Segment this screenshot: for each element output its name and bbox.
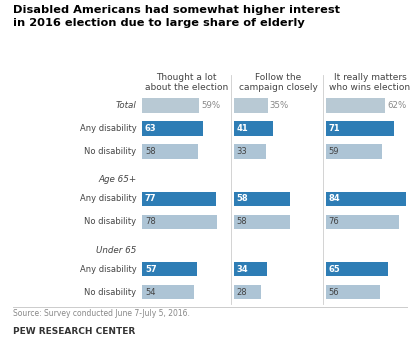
Text: It really matters
who wins election: It really matters who wins election	[329, 72, 410, 92]
Text: 78: 78	[145, 217, 156, 226]
Text: 76: 76	[328, 217, 339, 226]
Text: Disabled Americans had somewhat higher interest
in 2016 election due to large sh: Disabled Americans had somewhat higher i…	[13, 5, 340, 28]
Text: Thought a lot
about the election: Thought a lot about the election	[145, 72, 228, 92]
Text: 34: 34	[236, 264, 248, 273]
Text: 71: 71	[328, 124, 340, 133]
Text: No disability: No disability	[84, 288, 136, 296]
Text: 41: 41	[236, 124, 248, 133]
Text: 58: 58	[145, 147, 155, 156]
Text: 35%: 35%	[270, 101, 289, 110]
Text: 59: 59	[328, 147, 339, 156]
Text: 54: 54	[145, 288, 155, 296]
Text: Age 65+: Age 65+	[98, 175, 136, 184]
Text: 59%: 59%	[201, 101, 220, 110]
Text: 84: 84	[328, 194, 340, 203]
Text: No disability: No disability	[84, 147, 136, 156]
Text: PEW RESEARCH CENTER: PEW RESEARCH CENTER	[13, 327, 135, 335]
Text: 58: 58	[236, 194, 248, 203]
Text: Under 65: Under 65	[96, 246, 136, 255]
Text: 33: 33	[236, 147, 247, 156]
Text: 56: 56	[328, 288, 339, 296]
Text: Any disability: Any disability	[80, 124, 136, 133]
Text: Source: Survey conducted June 7-July 5, 2016.: Source: Survey conducted June 7-July 5, …	[13, 309, 189, 318]
Text: Total: Total	[116, 101, 136, 110]
Text: 58: 58	[236, 217, 247, 226]
Text: 57: 57	[145, 264, 157, 273]
Text: No disability: No disability	[84, 217, 136, 226]
Text: 28: 28	[236, 288, 247, 296]
Text: Any disability: Any disability	[80, 264, 136, 273]
Text: Any disability: Any disability	[80, 194, 136, 203]
Text: 63: 63	[145, 124, 157, 133]
Text: Follow the
campaign closely: Follow the campaign closely	[239, 72, 318, 92]
Text: 62%: 62%	[387, 101, 407, 110]
Text: 77: 77	[145, 194, 156, 203]
Text: 65: 65	[328, 264, 340, 273]
